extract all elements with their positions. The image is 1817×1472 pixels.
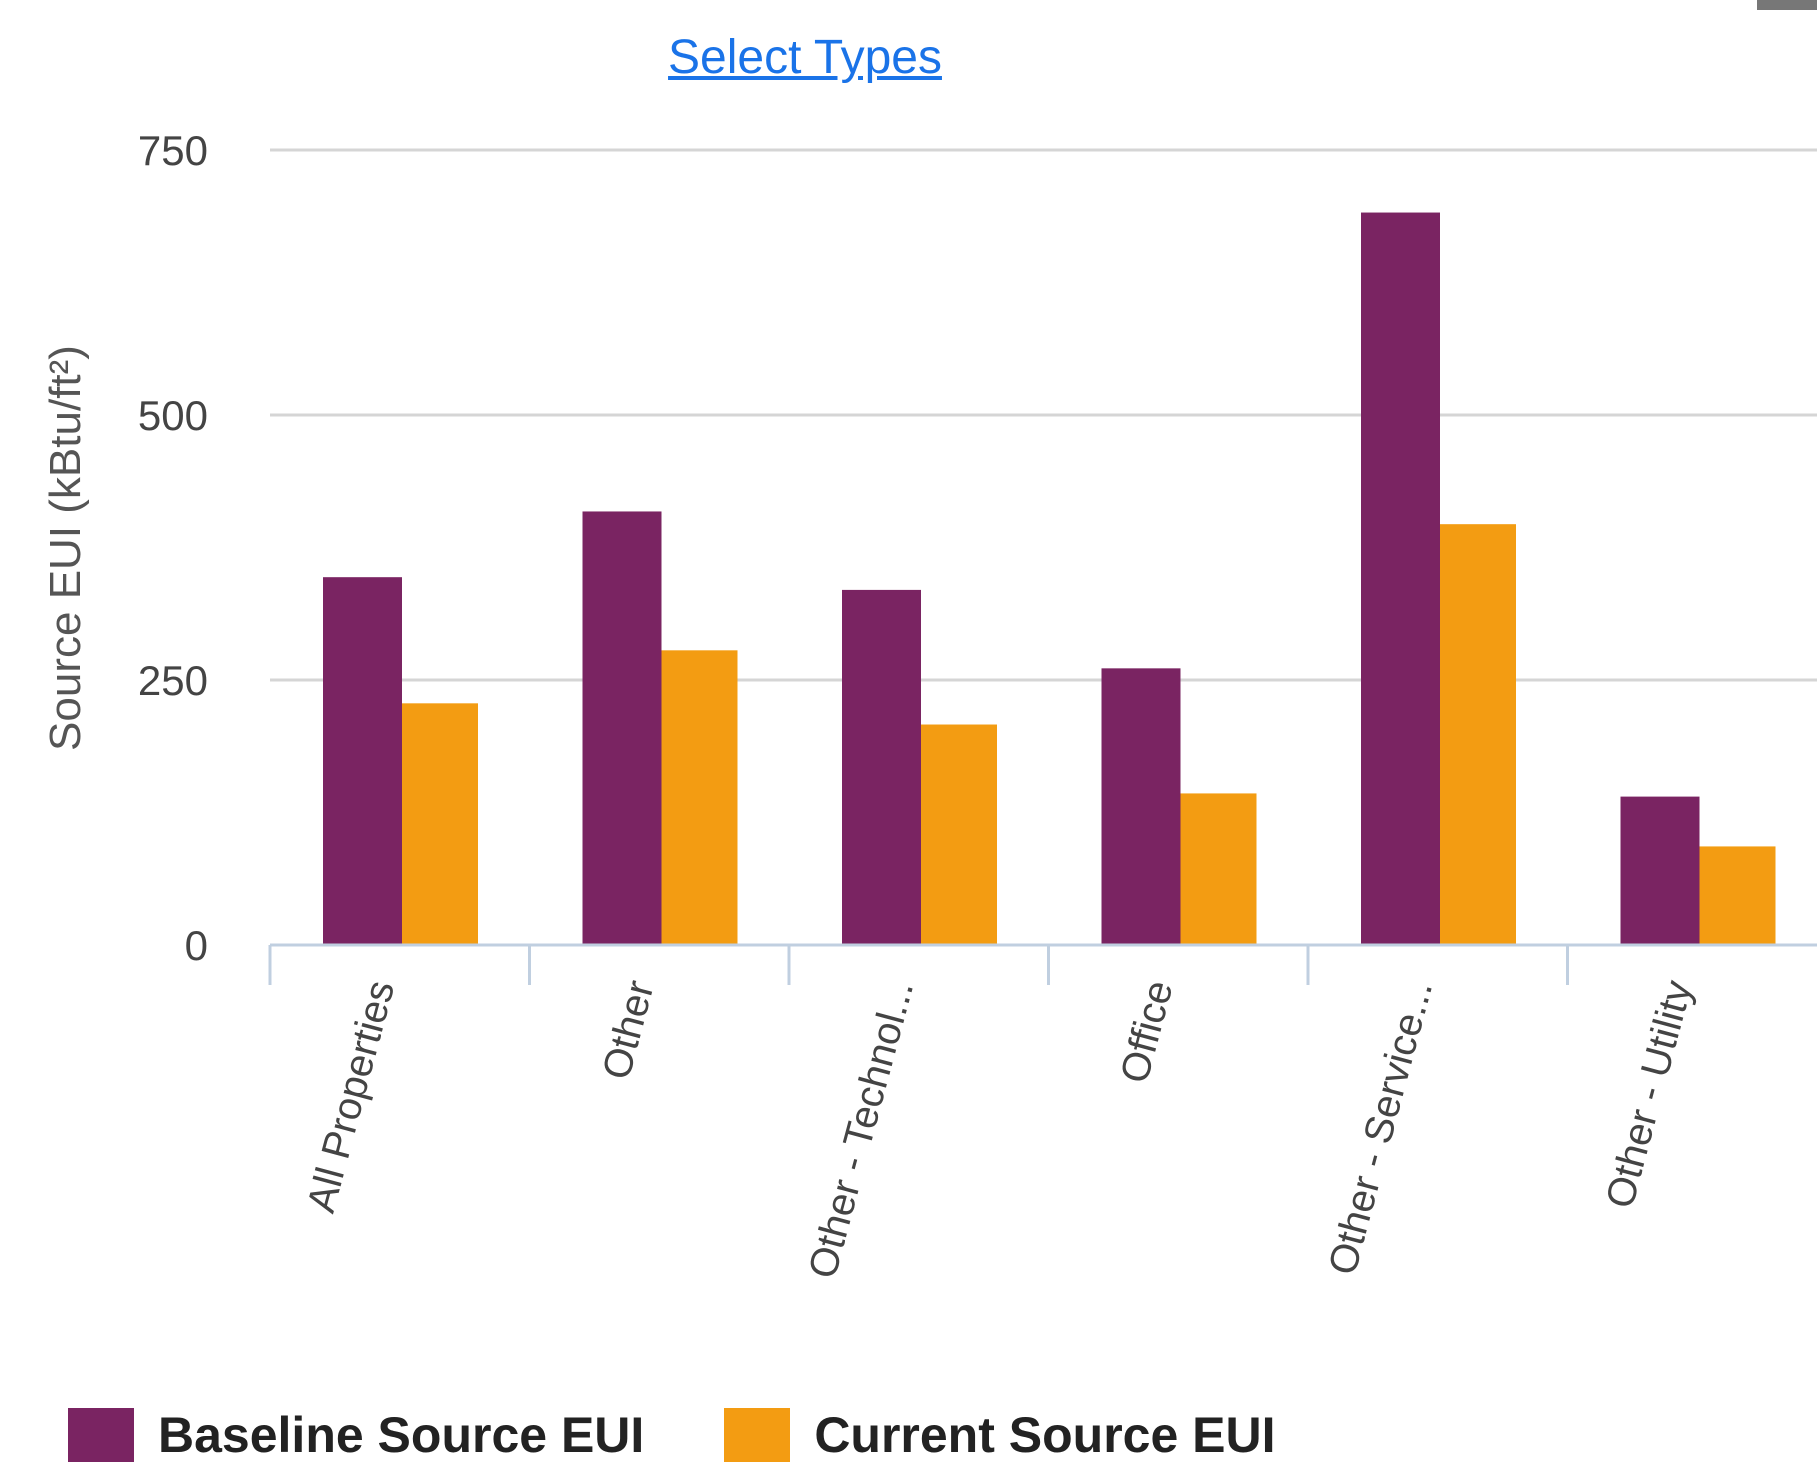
bar-baseline[interactable] xyxy=(842,589,921,945)
bar-chart: 0 250 500 750 All Properties Other Other - Te… xyxy=(41,127,1817,1283)
x-tick-label: All Properties xyxy=(299,976,403,1217)
x-axis xyxy=(268,943,1817,985)
y-tick-label: 0 xyxy=(185,922,208,969)
bar-baseline[interactable] xyxy=(1101,668,1181,945)
x-tick-label: Other xyxy=(594,976,662,1084)
legend-label-current: Current Source EUI xyxy=(814,1407,1276,1463)
bar-baseline[interactable] xyxy=(1361,212,1440,946)
bar-current[interactable] xyxy=(402,703,478,945)
select-types-link[interactable]: Select Types xyxy=(668,31,942,84)
grid-lines xyxy=(270,148,1817,682)
bar-current[interactable] xyxy=(921,724,997,945)
bar-baseline[interactable] xyxy=(582,511,662,945)
bar-current[interactable] xyxy=(661,650,738,945)
bar-current[interactable] xyxy=(1440,524,1516,945)
x-tick-label: Other - Service... xyxy=(1320,976,1441,1279)
legend-swatch-baseline xyxy=(68,1408,134,1462)
legend: Baseline Source EUI Current Source EUI xyxy=(68,1406,1276,1464)
bar-current[interactable] xyxy=(1180,793,1257,945)
y-tick-label: 750 xyxy=(138,127,208,174)
y-tick-label: 250 xyxy=(138,657,208,704)
legend-item-current[interactable]: Current Source EUI xyxy=(724,1406,1276,1464)
window-edge-bar xyxy=(1757,0,1817,10)
x-tick-labels: All Properties Other Other - Technol... Off… xyxy=(299,976,1701,1283)
x-tick-label: Other - Utility xyxy=(1598,976,1701,1213)
legend-label-baseline: Baseline Source EUI xyxy=(158,1407,645,1463)
y-tick-labels: 0 250 500 750 xyxy=(138,127,208,969)
x-tick-label: Office xyxy=(1112,976,1181,1088)
legend-item-baseline[interactable]: Baseline Source EUI xyxy=(68,1406,644,1464)
bars xyxy=(323,212,1776,946)
bar-baseline[interactable] xyxy=(1620,796,1700,945)
y-axis-title: Source EUI (kBtu/ft²) xyxy=(41,345,90,751)
y-tick-label: 500 xyxy=(138,392,208,439)
legend-swatch-current xyxy=(724,1408,791,1462)
x-tick-label: Other - Technol... xyxy=(800,976,922,1283)
bar-baseline[interactable] xyxy=(323,577,402,945)
bar-current[interactable] xyxy=(1699,846,1776,945)
